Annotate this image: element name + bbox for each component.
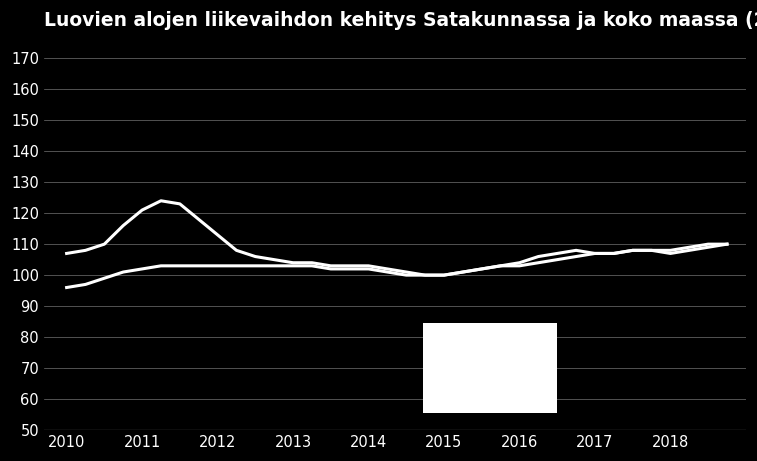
Bar [423,323,557,413]
Text: Luovien alojen liikevaihdon kehitys Satakunnassa ja koko maassa (2015=100): Luovien alojen liikevaihdon kehitys Sata… [44,11,757,30]
